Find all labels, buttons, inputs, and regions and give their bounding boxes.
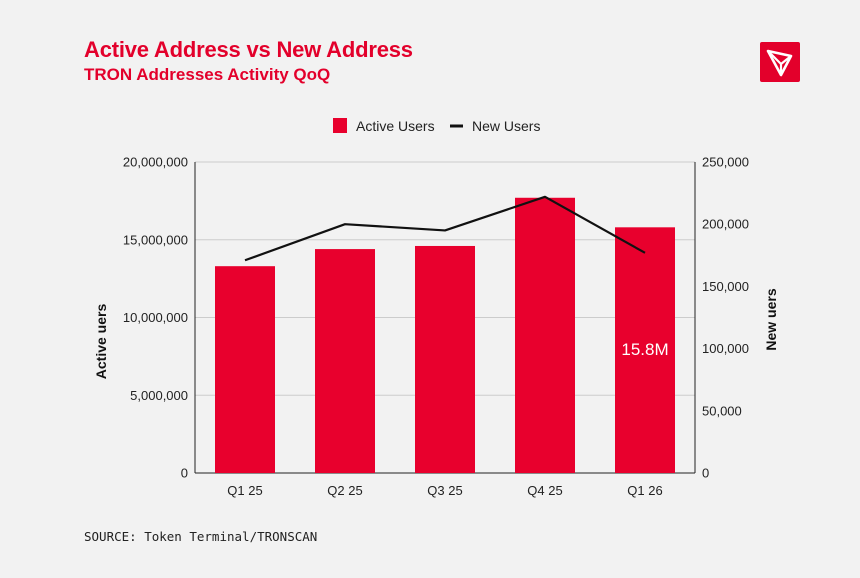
y-left-tick-label: 5,000,000 [130,388,188,403]
y-right-axis-title: New uers [763,288,779,350]
y-right-tick-label: 50,000 [702,403,742,418]
legend-label-new-users: New Users [472,118,540,134]
x-tick-label: Q3 25 [427,483,462,498]
y-left-axis-title: Active uers [93,304,109,380]
y-left-tick-label: 10,000,000 [123,310,188,325]
y-left-tick-label: 15,000,000 [123,232,188,247]
legend-swatch-active-users [333,118,347,133]
bar [515,197,575,473]
y-right-tick-label: 100,000 [702,341,749,356]
chart-subtitle: TRON Addresses Activity QoQ [84,65,331,84]
y-left-tick-label: 20,000,000 [123,155,188,170]
tron-logo-icon [760,42,800,82]
bar [615,227,675,473]
bar [215,266,275,473]
y-left-tick-label: 0 [181,466,188,481]
x-tick-label: Q2 25 [327,483,362,498]
source-note: SOURCE: Token Terminal/TRONSCAN [84,529,318,544]
bar [315,249,375,473]
y-right-tick-label: 150,000 [702,279,749,294]
y-right-tick-label: 250,000 [702,155,749,170]
x-tick-label: Q4 25 [527,483,562,498]
y-right-tick-label: 200,000 [702,217,749,232]
x-tick-label: Q1 25 [227,483,262,498]
new-users-line [244,195,646,262]
x-tick-label: Q1 26 [627,483,662,498]
chart-title: Active Address vs New Address [84,37,413,62]
y-right-tick-label: 0 [702,466,709,481]
legend-label-active-users: Active Users [356,118,435,134]
bar-data-label: 15.8M [621,340,668,359]
bar [415,245,475,473]
